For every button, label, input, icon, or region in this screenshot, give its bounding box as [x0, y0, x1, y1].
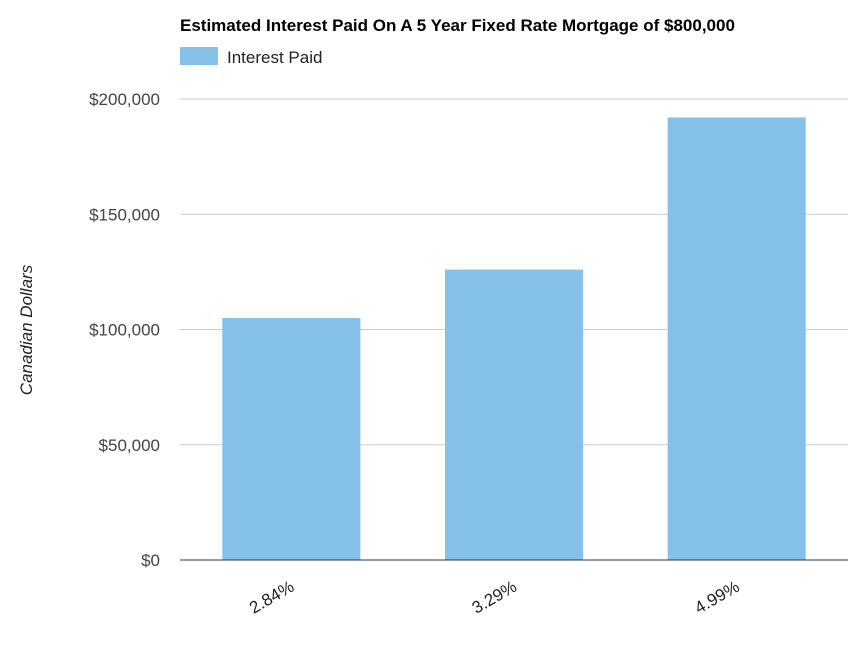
- bars: [222, 117, 806, 560]
- y-tick-label: $100,000: [89, 321, 160, 340]
- bar: [222, 317, 361, 560]
- y-tick-label: $200,000: [89, 90, 160, 109]
- legend-label: Interest Paid: [227, 48, 322, 67]
- x-tick-label: 2.84%: [246, 577, 297, 618]
- x-tick-label: 4.99%: [691, 577, 742, 618]
- y-axis-label: Canadian Dollars: [17, 264, 36, 395]
- bar: [444, 269, 584, 560]
- y-tick-label: $50,000: [99, 436, 160, 455]
- legend: Interest Paid: [180, 47, 322, 67]
- y-tick-label: $0: [141, 551, 160, 570]
- x-tick-label: 3.29%: [469, 577, 520, 618]
- chart-title: Estimated Interest Paid On A 5 Year Fixe…: [180, 16, 735, 35]
- bar: [667, 117, 806, 560]
- legend-swatch: [180, 47, 218, 65]
- x-axis-ticks: 2.84% 3.29% 4.99%: [246, 577, 743, 618]
- y-axis-ticks: $0 $50,000 $100,000 $150,000 $200,000: [89, 90, 160, 570]
- y-tick-label: $150,000: [89, 205, 160, 224]
